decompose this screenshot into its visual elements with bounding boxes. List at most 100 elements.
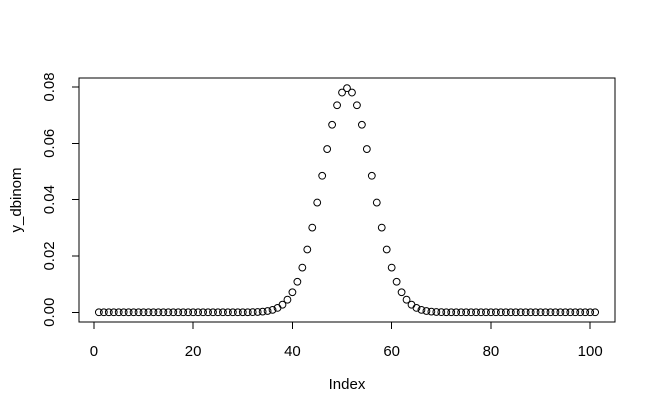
data-point: [338, 88, 346, 97]
data-point: [109, 308, 118, 317]
data-point: [571, 308, 580, 317]
data-point: [501, 308, 510, 317]
data-point: [313, 198, 322, 207]
data-point: [139, 308, 148, 317]
data-point: [581, 308, 590, 317]
data-point: [467, 308, 475, 317]
data-point: [541, 308, 550, 317]
data-point: [372, 198, 381, 207]
data-point: [472, 308, 480, 317]
data-point: [482, 308, 490, 317]
data-point: [154, 308, 163, 317]
data-point: [114, 308, 123, 317]
data-point: [223, 308, 232, 317]
data-point: [119, 308, 128, 317]
data-point: [353, 101, 361, 110]
data-point: [511, 308, 520, 317]
plot-box: [78, 77, 616, 323]
data-point: [516, 308, 525, 317]
data-point: [561, 308, 570, 317]
x-axis-tick-label: 20: [185, 343, 202, 360]
data-point: [189, 308, 198, 317]
data-point: [318, 171, 327, 180]
x-axis-tick-label: 80: [483, 343, 500, 360]
data-point: [263, 307, 272, 315]
data-point: [556, 308, 565, 317]
data-point: [387, 263, 396, 272]
data-point: [447, 308, 456, 317]
data-point: [228, 308, 237, 317]
y-axis-tick-label: 0.04: [41, 185, 58, 214]
y-axis-title: y_dbinom: [8, 167, 25, 232]
data-point: [491, 308, 500, 317]
y-axis-tick-label: 0.08: [41, 72, 58, 101]
data-point: [477, 308, 485, 317]
data-point: [506, 308, 515, 317]
data-point: [248, 308, 257, 317]
data-point: [129, 308, 138, 317]
data-point: [452, 308, 461, 317]
data-point: [164, 308, 173, 317]
data-point: [551, 308, 560, 317]
data-point: [233, 308, 242, 317]
data-point: [382, 245, 391, 254]
data-point: [159, 308, 168, 317]
data-point: [427, 307, 436, 316]
data-point: [546, 308, 555, 317]
data-point: [134, 308, 143, 317]
data-point: [253, 308, 262, 316]
data-point: [531, 308, 540, 317]
data-point: [199, 308, 207, 317]
data-point: [397, 288, 406, 297]
data-point: [526, 308, 535, 317]
data-point: [293, 277, 302, 286]
data-point: [204, 308, 212, 317]
data-point: [362, 145, 371, 153]
data-point: [144, 308, 153, 317]
data-point: [288, 288, 297, 297]
data-point: [149, 308, 158, 317]
data-point: [179, 308, 188, 317]
data-point: [268, 305, 277, 314]
x-axis-title: Index: [329, 376, 366, 393]
data-point: [422, 307, 431, 315]
data-point: [308, 223, 317, 232]
data-point: [367, 171, 376, 180]
x-axis-tick-label: 60: [383, 343, 400, 360]
data-point: [243, 308, 252, 317]
data-point: [104, 308, 113, 317]
data-point: [392, 277, 401, 286]
data-point: [238, 308, 247, 317]
data-point: [412, 303, 421, 312]
data-point: [124, 308, 133, 317]
data-point: [194, 308, 203, 317]
data-point: [437, 308, 446, 317]
data-point: [357, 120, 366, 129]
data-point: [417, 305, 426, 314]
data-point: [377, 223, 386, 232]
x-axis-tick-label: 40: [284, 343, 301, 360]
data-point: [536, 308, 545, 317]
data-point: [407, 300, 416, 309]
data-point: [94, 308, 103, 317]
data-point: [496, 308, 505, 317]
data-point: [328, 120, 337, 129]
data-point: [462, 308, 471, 317]
data-point: [169, 308, 178, 317]
data-point: [576, 308, 585, 317]
data-point: [457, 308, 466, 317]
data-point: [99, 308, 108, 317]
data-point: [283, 295, 292, 304]
data-point: [214, 308, 222, 317]
data-point: [184, 308, 193, 317]
y-axis-tick-label: 0.02: [41, 241, 58, 270]
data-point: [209, 308, 217, 317]
data-point: [303, 245, 312, 254]
y-axis-tick-label: 0.06: [41, 129, 58, 158]
data-point: [402, 295, 411, 304]
data-point: [343, 84, 351, 93]
data-point: [487, 308, 495, 317]
data-point: [586, 308, 595, 317]
